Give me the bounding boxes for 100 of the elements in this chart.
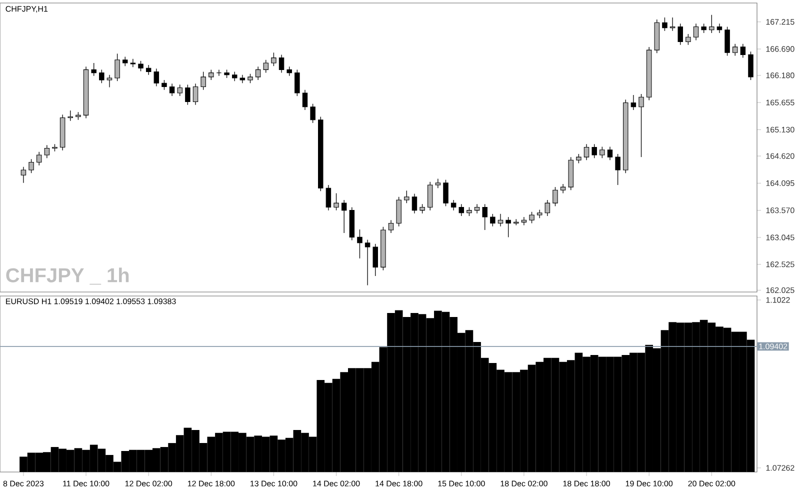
candlestick <box>404 190 410 204</box>
y-tick-label: 162.025 <box>766 287 794 294</box>
candlestick <box>185 84 190 106</box>
candlestick <box>458 204 464 216</box>
candlestick <box>615 154 620 186</box>
candlestick <box>68 110 73 122</box>
candlestick <box>607 146 613 160</box>
candlestick <box>560 184 566 194</box>
y-tick-label: 166.180 <box>766 72 794 78</box>
candlestick <box>341 200 347 234</box>
y-tick-label: 165.130 <box>766 126 794 133</box>
chart-title: EURUSD H1 1.09519 1.09402 1.09553 1.09383 <box>6 298 176 304</box>
candlestick <box>99 69 104 84</box>
candlestick <box>709 14 714 34</box>
y-tick-label: 167.215 <box>766 19 794 25</box>
x-tick-label: 14 Dec 02:00 <box>313 480 360 486</box>
candlestick <box>716 23 722 34</box>
candlestick <box>396 196 402 227</box>
candlestick <box>278 54 284 74</box>
candlestick <box>200 71 206 90</box>
candlestick <box>678 23 683 46</box>
candlestick <box>106 74 112 88</box>
candlestick <box>521 216 527 226</box>
candlestick <box>326 184 332 211</box>
candlestick <box>498 214 504 227</box>
x-tick-label: 8 Dec 2023 <box>3 480 44 486</box>
candlestick <box>216 69 222 76</box>
y-tick-label: 164.620 <box>766 153 794 159</box>
candlestick <box>372 244 378 276</box>
candlestick <box>420 204 425 214</box>
chart-title: CHFJPY,H1 <box>6 6 48 13</box>
candlestick <box>334 192 339 211</box>
candlestick <box>130 58 136 68</box>
y-tick-label: 163.045 <box>766 234 794 240</box>
candlestick <box>490 214 496 227</box>
x-tick-label: 13 Dec 10:00 <box>250 480 298 486</box>
candlestick <box>638 94 644 158</box>
x-tick-label: 20 Dec 02:00 <box>688 480 736 486</box>
candlestick <box>294 69 300 96</box>
candlestick <box>732 44 738 56</box>
candlestick <box>576 154 582 164</box>
x-tick-label: 15 Dec 10:00 <box>438 480 485 486</box>
candlestick <box>122 56 128 66</box>
x-tick-label: 11 Dec 10:00 <box>63 480 110 486</box>
candlestick <box>412 193 418 214</box>
x-tick-label: 14 Dec 18:00 <box>376 480 422 486</box>
candlestick <box>388 220 394 234</box>
candlestick <box>584 144 590 160</box>
candlestick <box>482 204 488 230</box>
candlestick <box>506 216 511 238</box>
candlestick <box>286 66 292 76</box>
candlestick <box>302 90 308 110</box>
candlestick <box>748 51 754 80</box>
candlestick <box>232 71 238 82</box>
candlestick <box>435 178 441 188</box>
candlestick <box>450 200 456 211</box>
candlestick <box>662 17 668 32</box>
annotation: CHFJPY _ 1h <box>6 268 129 285</box>
candlestick <box>428 182 433 211</box>
x-tick-label: 18 Dec 02:00 <box>500 480 548 486</box>
x-tick-label: 12 Dec 18:00 <box>188 480 235 486</box>
candlestick <box>592 144 597 158</box>
candlestick <box>686 34 691 46</box>
candlestick <box>630 94 636 110</box>
candlestick <box>552 186 558 207</box>
candlestick <box>529 212 534 224</box>
candlestick <box>154 68 160 87</box>
candlestick <box>169 83 175 96</box>
candlestick <box>248 74 253 84</box>
candlestick <box>740 44 746 58</box>
candlestick <box>44 144 50 158</box>
x-tick-label: 18 Dec 18:00 <box>563 480 610 486</box>
x-tick-label: 12 Dec 02:00 <box>125 480 172 486</box>
candlestick <box>271 52 276 66</box>
candlestick <box>20 166 26 184</box>
candlestick <box>693 23 699 41</box>
candlestick <box>240 74 246 84</box>
candlestick <box>192 83 198 106</box>
candlestick <box>443 179 448 207</box>
candlestick <box>114 53 120 82</box>
y-tick-label: 162.525 <box>766 262 794 268</box>
y-tick-label: 163.570 <box>766 207 794 214</box>
candlestick <box>701 23 706 34</box>
x-tick-label: 19 Dec 10:00 <box>626 480 673 486</box>
ref-line-label: 1.09402 <box>759 344 788 350</box>
candlestick <box>474 204 480 214</box>
candlestick <box>208 69 214 80</box>
candlestick <box>255 66 261 80</box>
candlestick <box>357 229 362 259</box>
candlestick <box>724 26 730 56</box>
candlestick <box>36 152 42 166</box>
candlestick <box>310 103 316 124</box>
candlestick <box>177 84 182 96</box>
candlestick <box>544 200 550 216</box>
candlestick <box>670 17 676 32</box>
candlestick <box>600 146 605 158</box>
candlestick <box>364 239 370 286</box>
y-tick-label: 166.690 <box>766 46 794 52</box>
candlestick <box>138 60 144 72</box>
candlestick <box>28 158 34 174</box>
